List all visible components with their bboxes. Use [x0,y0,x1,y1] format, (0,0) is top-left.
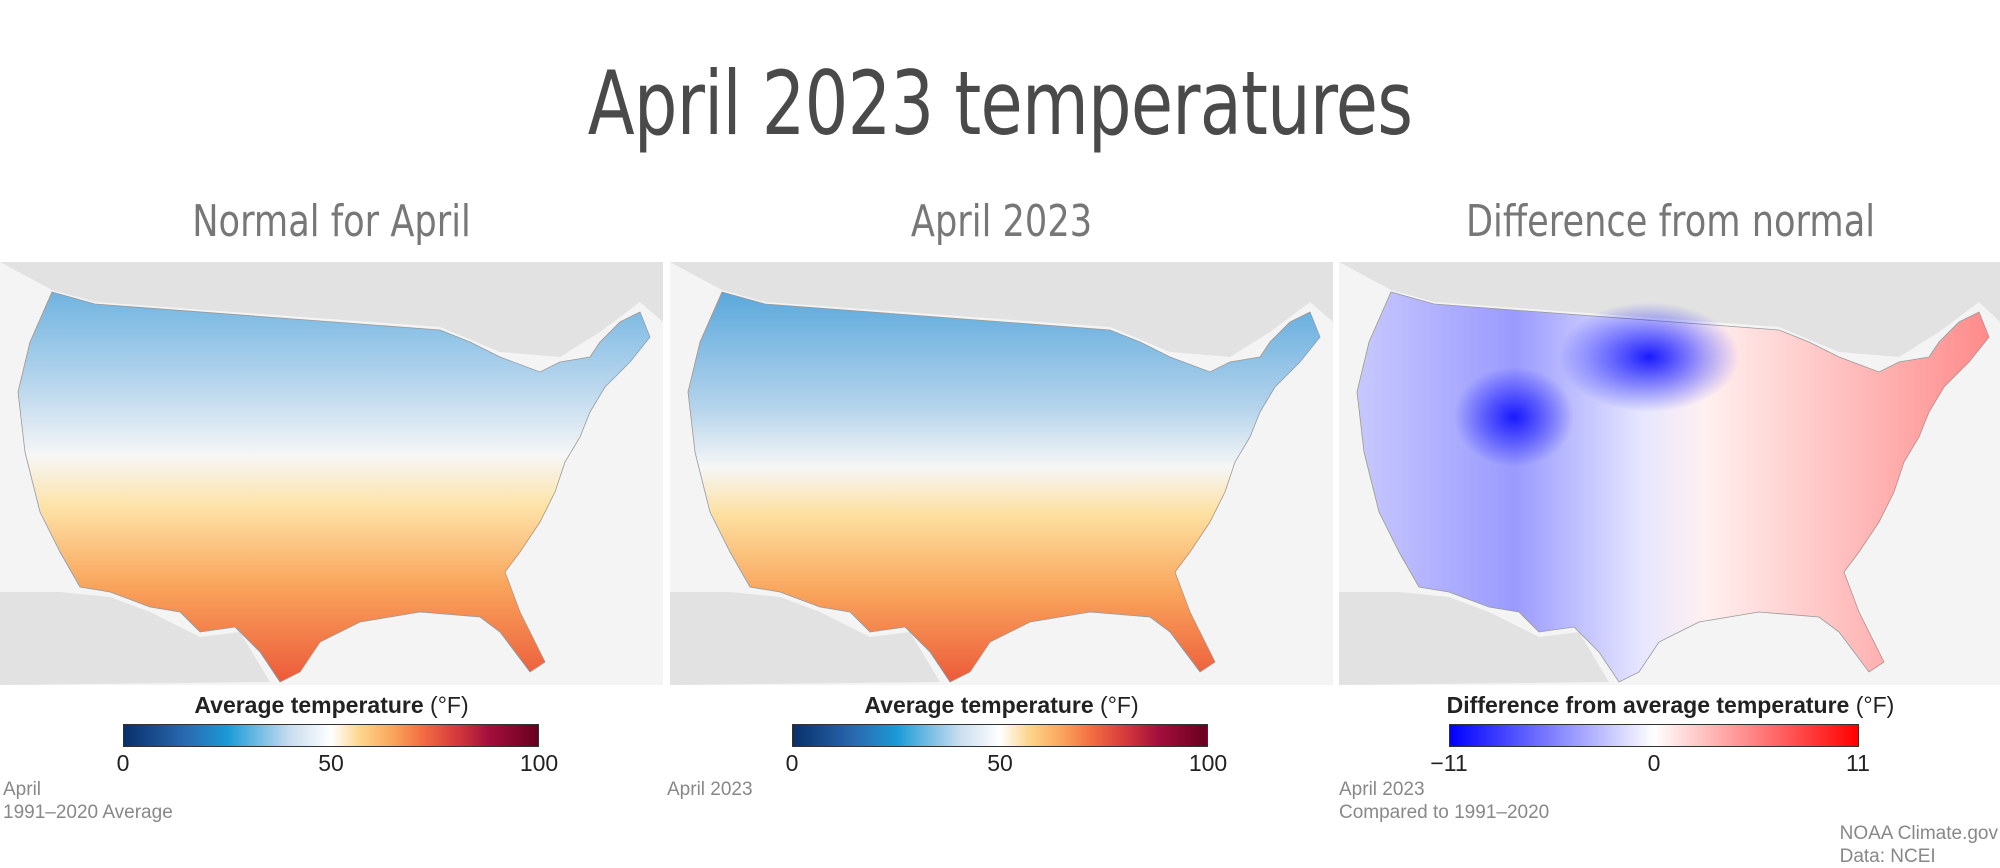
main-title: April 2023 temperatures [587,52,1413,155]
map-difference [1339,262,2000,685]
legend-title: Average temperature (°F) [194,692,469,718]
panel-note: April 2023 Compared to 1991–2020 [1339,779,1550,823]
credit: NOAA Climate.gov Data: NCEI [1839,823,1998,867]
us-map-april-2023 [670,262,1333,685]
tick-min: −11 [1430,750,1468,776]
panel-note: April 1991–2020 Average [3,779,173,823]
map-april-2023 [670,262,1333,685]
legend-title: Average temperature (°F) [864,692,1139,718]
tick-max: 100 [1188,750,1228,776]
colorbar-difference [1449,724,1859,747]
legend-title: Difference from average temperature (°F) [1446,692,1895,718]
colorbar-temperature [123,724,539,747]
tick-max: 100 [519,750,559,776]
tick-max: 11 [1846,750,1870,776]
panel-title-april-2023: April 2023 [910,196,1093,247]
us-map-normal [0,262,663,685]
tick-mid: 50 [318,750,344,776]
colorbar-temperature [792,724,1208,747]
tick-mid: 50 [987,750,1013,776]
panel-title-normal: Normal for April [192,196,471,247]
panel-note: April 2023 [667,779,753,800]
us-map-difference [1339,262,2000,685]
tick-min: 0 [785,750,799,776]
tick-mid: 0 [1647,750,1661,776]
tick-min: 0 [116,750,130,776]
map-normal [0,262,663,685]
panel-title-difference: Difference from normal [1465,196,1876,247]
